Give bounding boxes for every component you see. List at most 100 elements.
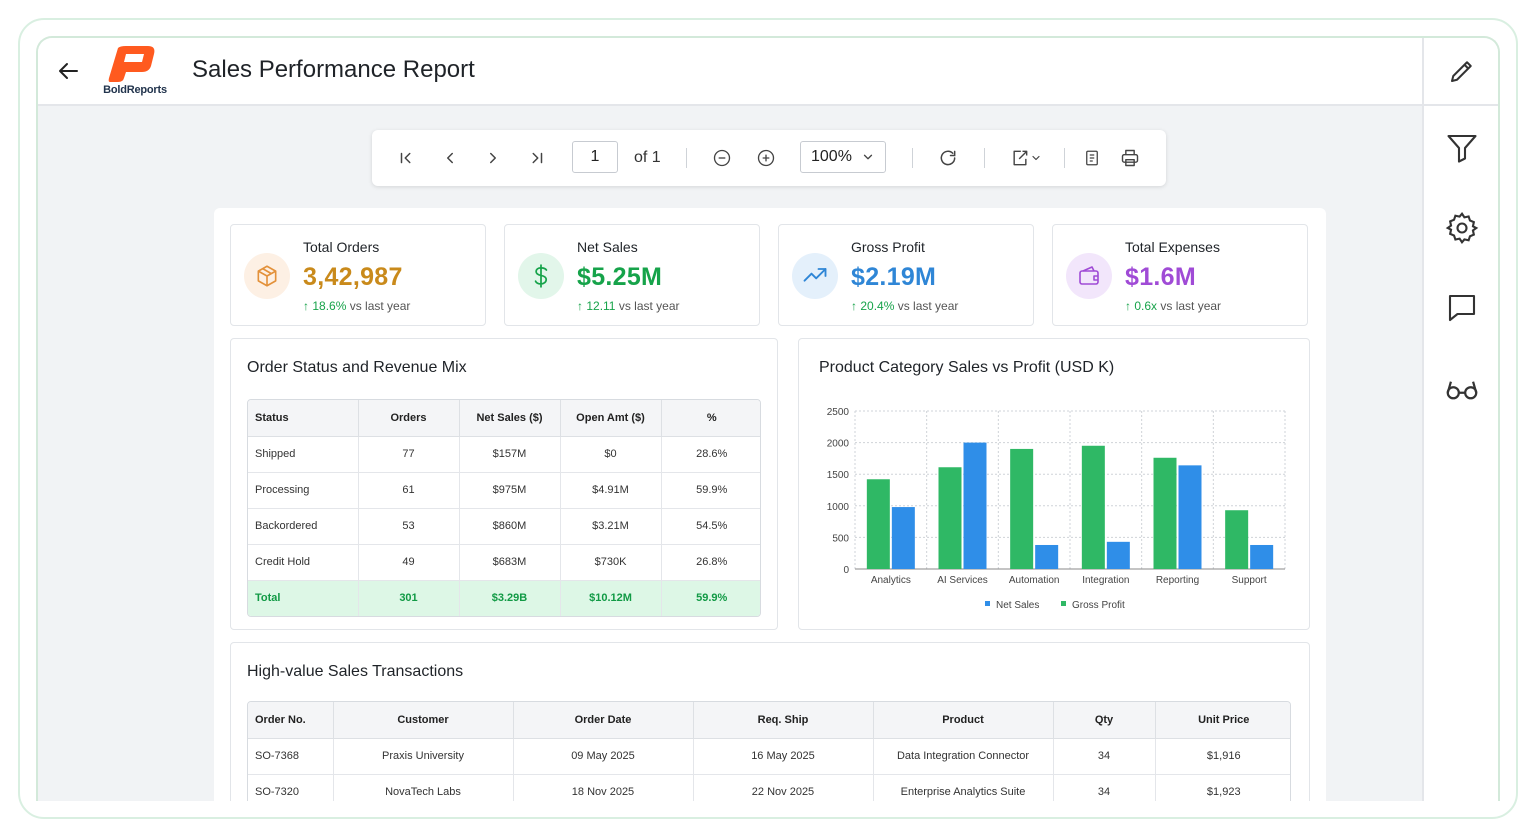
legend-marker [985,601,990,606]
column-header[interactable]: Status [248,400,359,437]
column-header[interactable]: Qty [1053,702,1156,739]
cell: NovaTech Labs [333,774,514,801]
zoom-out-button[interactable] [708,144,736,172]
first-page-button[interactable] [392,144,420,172]
next-page-button[interactable] [479,144,507,172]
kpi-value: $1.6M [1125,263,1196,291]
x-tick-label: Reporting [1156,575,1199,586]
table-row: SO-7368 Praxis University 09 May 2025 16… [248,738,1290,775]
export-button[interactable] [1004,144,1048,172]
cell: Praxis University [333,738,514,775]
zoom-in-button[interactable] [752,144,780,172]
kpi-total-orders: Total Orders 3,42,987 ↑ 18.6% vs last ye… [230,224,486,326]
total-row: Total 301 $3.29B $10.12M 59.9% [248,580,760,616]
back-button[interactable] [54,56,84,86]
cell: $4.91M [560,472,662,509]
y-tick-label: 2000 [827,439,850,450]
cell: Credit Hold [248,544,359,581]
comments-button[interactable] [1442,288,1482,328]
transactions-table: Order No. Customer Order Date Req. Ship … [247,701,1291,801]
trend-up-icon [792,253,838,299]
report-page: Total Orders 3,42,987 ↑ 18.6% vs last ye… [214,208,1326,801]
chevron-right-icon [490,152,496,164]
page-setup-button[interactable] [1078,144,1106,172]
column-header[interactable]: Orders [358,400,460,437]
first-page-icon [400,152,411,164]
cell: 22 Nov 2025 [693,774,874,801]
table-row: Credit Hold 49 $683M $730K 26.8% [248,544,760,581]
bold-reports-logo: BoldReports [96,44,174,100]
x-tick-label: Analytics [871,575,911,586]
cell: Enterprise Analytics Suite [873,774,1054,801]
column-header[interactable]: % [661,400,760,437]
y-tick-label: 1500 [827,470,850,481]
cell: $3.21M [560,508,662,545]
table-row: Backordered 53 $860M $3.21M 54.5% [248,508,760,545]
chevron-left-icon [447,152,453,164]
bar-gross-profit [1081,445,1105,569]
chart-title: Product Category Sales vs Profit (USD K) [819,359,1115,376]
kpi-change: ↑ 12.11 vs last year [577,299,680,313]
cell: $1,916 [1155,738,1290,775]
kpi-value: 3,42,987 [303,263,403,291]
column-header[interactable]: Order Date [513,702,694,739]
column-header[interactable]: Net Sales ($) [459,400,561,437]
cell: $1,923 [1155,774,1290,801]
cell: $3.29B [459,580,561,616]
wallet-icon [1066,253,1112,299]
page-count: of 1 [634,149,661,166]
pencil-icon [1451,61,1472,82]
order-status-table: Status Orders Net Sales ($) Open Amt ($)… [247,399,761,617]
kpi-value: $2.19M [851,263,937,291]
column-header[interactable]: Product [873,702,1054,739]
table-row: Processing 61 $975M $4.91M 59.9% [248,472,760,509]
cell: 49 [358,544,460,581]
print-button[interactable] [1116,144,1144,172]
refresh-icon [940,150,956,166]
column-header[interactable]: Open Amt ($) [560,400,662,437]
dollar-icon [518,253,564,299]
x-tick-label: AI Services [937,575,988,586]
bar-net-sales [1250,544,1274,569]
settings-button[interactable] [1442,208,1482,248]
cell: 28.6% [661,436,760,473]
kpi-net-sales: Net Sales $5.25M ↑ 12.11 vs last year [504,224,760,326]
column-header[interactable]: Req. Ship [693,702,874,739]
chevron-down-icon [863,154,873,160]
cell: 34 [1053,774,1156,801]
view-button[interactable] [1442,368,1482,408]
refresh-button[interactable] [934,144,962,172]
table-row: SO-7320 NovaTech Labs 18 Nov 2025 22 Nov… [248,774,1290,801]
cell: 301 [358,580,460,616]
column-header[interactable]: Order No. [248,702,334,739]
cell: Backordered [248,508,359,545]
last-page-button[interactable] [523,144,551,172]
export-icon [1013,150,1028,166]
column-header[interactable]: Unit Price [1155,702,1290,739]
y-tick-label: 1000 [827,502,850,513]
zoom-in-icon [757,149,775,167]
cell: 59.9% [661,580,760,616]
logo-text: BoldReports [103,84,167,96]
edit-button[interactable] [1424,38,1498,106]
filter-button[interactable] [1442,128,1482,168]
kpi-change: ↑ 20.4% vs last year [851,299,959,313]
cell: 77 [358,436,460,473]
logo-mark-icon [108,46,155,82]
bar-gross-profit [1010,448,1034,569]
cell: 34 [1053,738,1156,775]
bar-chart: 0 500 1000 1500 2000 2500 Analytics AI Services… [827,407,1286,611]
page-number-input[interactable]: 1 [572,141,618,173]
kpi-change: ↑ 18.6% vs last year [303,299,411,313]
comment-icon [1448,294,1476,322]
cell: $157M [459,436,561,473]
toolbar-divider [912,148,913,168]
cell: 59.9% [661,472,760,509]
cell: $683M [459,544,561,581]
previous-page-button[interactable] [436,144,464,172]
zoom-select[interactable]: 100% [800,141,886,173]
legend-marker [1061,601,1066,606]
bar-net-sales [891,507,915,569]
column-header[interactable]: Customer [333,702,514,739]
transactions-panel: High-value Sales Transactions Order No. … [230,642,1310,801]
